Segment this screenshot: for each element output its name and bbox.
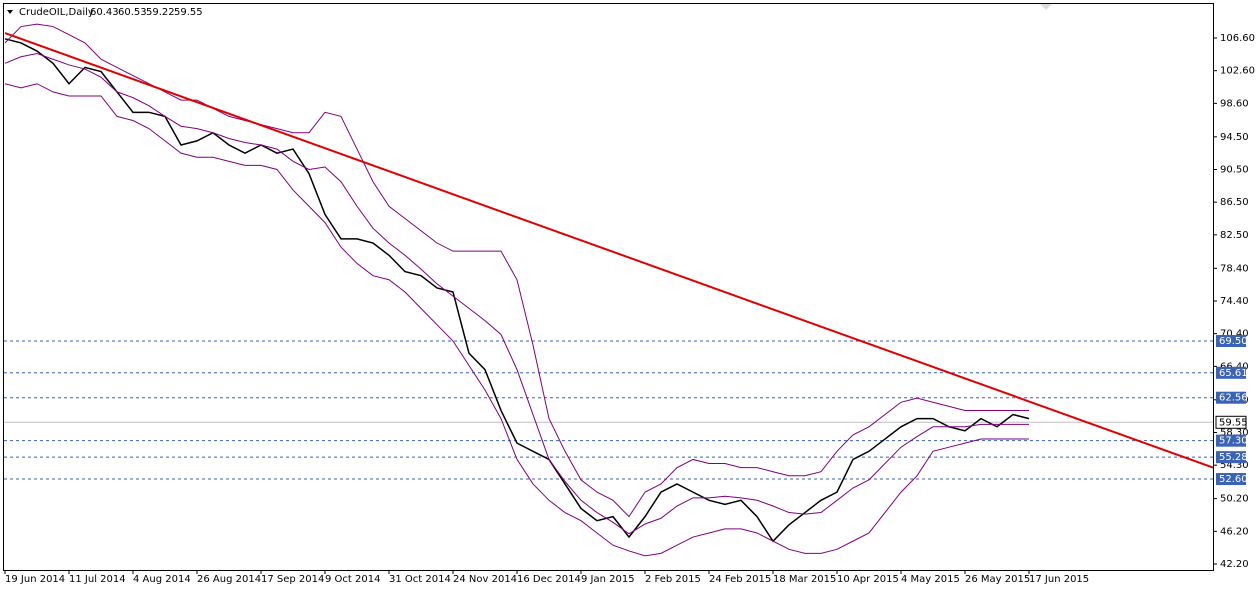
y-tick-label: 98.60 bbox=[1220, 98, 1249, 109]
y-tick-label: 78.40 bbox=[1220, 263, 1249, 274]
x-tick-label: 24 Nov 2014 bbox=[453, 574, 517, 585]
x-tick-label: 31 Oct 2014 bbox=[389, 574, 451, 585]
ohlc-close: 59.55 bbox=[174, 7, 203, 18]
series-line bbox=[4, 23, 1029, 518]
x-tick-label: 26 May 2015 bbox=[965, 574, 1030, 585]
x-tick-label: 24 Feb 2015 bbox=[709, 574, 771, 585]
x-tick-label: 17 Jun 2015 bbox=[1029, 574, 1089, 585]
level-label: 55.28 bbox=[1219, 452, 1248, 463]
level-label: 52.60 bbox=[1219, 474, 1248, 485]
y-tick-label: 82.50 bbox=[1220, 230, 1249, 241]
y-tick-label: 90.50 bbox=[1220, 165, 1249, 176]
y-tick-label: 102.60 bbox=[1220, 66, 1255, 77]
symbol-title: CrudeOIL,Daily bbox=[19, 7, 94, 18]
level-label: 65.61 bbox=[1219, 368, 1248, 379]
x-tick-label: 9 Jan 2015 bbox=[581, 574, 635, 585]
x-tick-label: 19 Jun 2014 bbox=[5, 574, 65, 585]
level-label: 62.56 bbox=[1219, 393, 1248, 404]
y-tick-label: 58.30 bbox=[1220, 428, 1249, 439]
x-tick-label: 11 Jul 2014 bbox=[69, 574, 126, 585]
level-box bbox=[1216, 451, 1246, 464]
y-tick-label: 86.50 bbox=[1220, 197, 1249, 208]
x-tick-label: 9 Oct 2014 bbox=[325, 574, 380, 585]
x-tick-label: 26 Aug 2014 bbox=[197, 574, 261, 585]
x-tick-label: 4 May 2015 bbox=[901, 574, 960, 585]
series-line bbox=[4, 38, 1030, 543]
level-label: 57.30 bbox=[1219, 436, 1248, 447]
shift-marker bbox=[1040, 4, 1052, 10]
x-tick-label: 18 Mar 2015 bbox=[773, 574, 836, 585]
ohlc-low: 59.22 bbox=[146, 7, 175, 18]
x-tick-label: 2 Feb 2015 bbox=[645, 574, 701, 585]
y-tick-label: 70.40 bbox=[1220, 329, 1249, 340]
y-tick-label: 46.20 bbox=[1220, 526, 1249, 537]
level-box bbox=[1216, 434, 1246, 447]
trendline bbox=[4, 32, 1213, 469]
series-line bbox=[4, 83, 1029, 557]
level-box bbox=[1216, 391, 1246, 404]
level-box bbox=[1216, 473, 1246, 486]
level-box bbox=[1216, 335, 1246, 348]
level-box bbox=[1216, 366, 1246, 379]
x-tick-label: 16 Dec 2014 bbox=[517, 574, 581, 585]
y-tick-label: 42.20 bbox=[1220, 559, 1249, 570]
y-tick-label: 106.60 bbox=[1220, 33, 1255, 44]
plot-frame bbox=[3, 3, 1214, 571]
level-label: 69.50 bbox=[1219, 336, 1248, 347]
menu-arrow bbox=[7, 10, 13, 14]
y-tick-label: 74.40 bbox=[1220, 296, 1249, 307]
y-tick-label: 54.30 bbox=[1220, 460, 1249, 471]
x-tick-label: 4 Aug 2014 bbox=[133, 574, 191, 585]
y-tick-label: 94.50 bbox=[1220, 132, 1249, 143]
ohlc-high: 60.53 bbox=[118, 7, 147, 18]
last-price-box bbox=[1215, 415, 1247, 429]
y-tick-label: 50.20 bbox=[1220, 494, 1249, 505]
x-tick-label: 17 Sep 2014 bbox=[261, 574, 324, 585]
ohlc-open: 60.43 bbox=[90, 7, 119, 18]
last-price-label: 59.55 bbox=[1219, 417, 1248, 428]
x-tick-label: 10 Apr 2015 bbox=[837, 574, 899, 585]
series-line bbox=[4, 53, 1029, 535]
